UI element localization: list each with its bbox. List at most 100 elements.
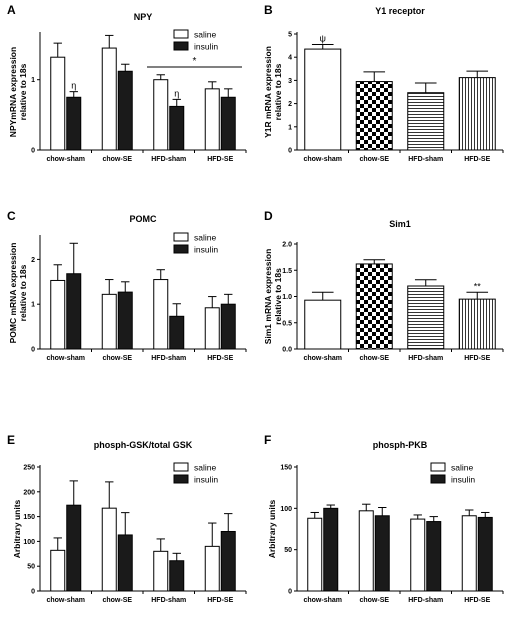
- y-tick-label: 0: [31, 148, 35, 155]
- y-axis-label-line: relative to 18s: [273, 63, 283, 120]
- panel-letter: C: [7, 209, 16, 223]
- legend-label: insulin: [194, 245, 218, 255]
- y-tick-label: 3: [288, 78, 292, 85]
- bar: [204, 88, 220, 151]
- bar: [66, 273, 82, 350]
- legend-swatch: [173, 474, 189, 484]
- x-tick-label: chow-sham: [46, 156, 85, 163]
- x-tick-label: HFD-SE: [464, 355, 490, 362]
- y-axis-label: Sim1 mRNA expression relative to 18s: [263, 249, 283, 345]
- x-tick-label: chow-SE: [102, 597, 132, 604]
- y-tick-label: 0: [288, 148, 292, 155]
- x-tick-label: HFD-SE: [207, 355, 233, 362]
- chart-title: Sim1: [389, 219, 411, 229]
- bar: [117, 291, 133, 350]
- bar: [50, 56, 66, 151]
- y-tick-label: 150: [280, 465, 292, 472]
- y-tick-label: 1: [31, 77, 35, 84]
- x-tick-label: HFD-SE: [464, 156, 490, 163]
- y-tick-label: 0.5: [282, 320, 292, 327]
- significance-marker: η: [71, 81, 76, 91]
- panel-letter: D: [264, 209, 273, 223]
- y-axis-label-line: relative to 18s: [18, 63, 28, 120]
- x-tick-label: HFD-SE: [207, 597, 233, 604]
- bar: [355, 81, 393, 151]
- bar: [50, 279, 66, 350]
- chart-title: NPY: [134, 12, 153, 22]
- y-axis-label-line: Arbitrary units: [267, 499, 277, 558]
- y-axis-label: NPYmRNA expression relative to 18s: [8, 47, 28, 137]
- legend-swatch: [430, 462, 446, 472]
- y-tick-label: 100: [280, 506, 292, 513]
- bar: [407, 92, 445, 151]
- legend-label: saline: [194, 233, 216, 243]
- bar: [50, 549, 66, 592]
- y-tick-label: 250: [23, 465, 35, 472]
- bar: [307, 517, 323, 592]
- bar: [153, 79, 169, 151]
- x-tick-label: HFD-sham: [408, 355, 443, 362]
- bar: [407, 285, 445, 350]
- bar: [304, 48, 342, 151]
- panel-letter: A: [7, 3, 16, 17]
- legend-label: insulin: [451, 475, 475, 485]
- x-tick-label: HFD-sham: [408, 597, 443, 604]
- chart-panel-a: A NPY NPYmRNA expression relative to 18s 0 1 c…: [7, 3, 247, 163]
- y-axis-label: POMC mRNA expression relative to 18s: [8, 243, 28, 344]
- y-tick-label: 200: [23, 489, 35, 496]
- y-axis-label-line: Y1R mRNA expression: [263, 46, 273, 138]
- bar: [117, 70, 133, 151]
- x-tick-label: HFD-SE: [464, 597, 490, 604]
- bar: [66, 96, 82, 151]
- chart-title: Y1 receptor: [375, 6, 425, 16]
- x-tick-label: HFD-sham: [151, 156, 186, 163]
- x-tick-label: HFD-sham: [408, 156, 443, 163]
- y-tick-label: 2.0: [282, 242, 292, 249]
- bar: [323, 507, 339, 592]
- legend-label: saline: [451, 463, 473, 473]
- bar: [204, 545, 220, 592]
- bar: [410, 518, 426, 592]
- x-tick-label: chow-SE: [102, 355, 132, 362]
- bar: [458, 298, 496, 350]
- x-tick-label: chow-sham: [46, 355, 85, 362]
- y-tick-label: 2: [31, 257, 35, 264]
- legend-swatch: [173, 41, 189, 51]
- x-tick-label: HFD-sham: [151, 355, 186, 362]
- bar: [458, 77, 496, 151]
- bar: [101, 507, 117, 592]
- y-axis-label-line: Sim1 mRNA expression: [263, 249, 273, 345]
- y-tick-label: 1: [31, 302, 35, 309]
- y-axis-label: Y1R mRNA expression relative to 18s: [263, 46, 283, 138]
- bar: [117, 534, 133, 592]
- y-tick-label: 1.5: [282, 268, 292, 275]
- x-tick-label: HFD-SE: [207, 156, 233, 163]
- chart-title: phosph-PKB: [373, 440, 428, 450]
- bar: [204, 307, 220, 350]
- y-axis-label-line: relative to 18s: [273, 268, 283, 325]
- x-tick-label: chow-SE: [359, 597, 389, 604]
- chart-title: phosph-GSK/total GSK: [94, 440, 193, 450]
- bar: [153, 279, 169, 350]
- legend-swatch: [430, 474, 446, 484]
- bar: [101, 293, 117, 350]
- bar: [220, 303, 236, 350]
- y-tick-label: 150: [23, 514, 35, 521]
- legend-label: saline: [194, 30, 216, 40]
- legend-label: insulin: [194, 42, 218, 52]
- x-tick-label: chow-sham: [303, 597, 342, 604]
- bar: [169, 105, 185, 151]
- y-axis-label-line: POMC mRNA expression: [8, 243, 18, 344]
- y-tick-label: 1: [288, 124, 292, 131]
- y-tick-label: 4: [288, 55, 292, 62]
- y-tick-label: 0: [288, 589, 292, 596]
- y-tick-label: 0.0: [282, 347, 292, 354]
- bar: [101, 47, 117, 151]
- panel-letter: F: [264, 433, 271, 447]
- bar: [66, 504, 82, 592]
- bar: [169, 315, 185, 350]
- x-tick-label: HFD-sham: [151, 597, 186, 604]
